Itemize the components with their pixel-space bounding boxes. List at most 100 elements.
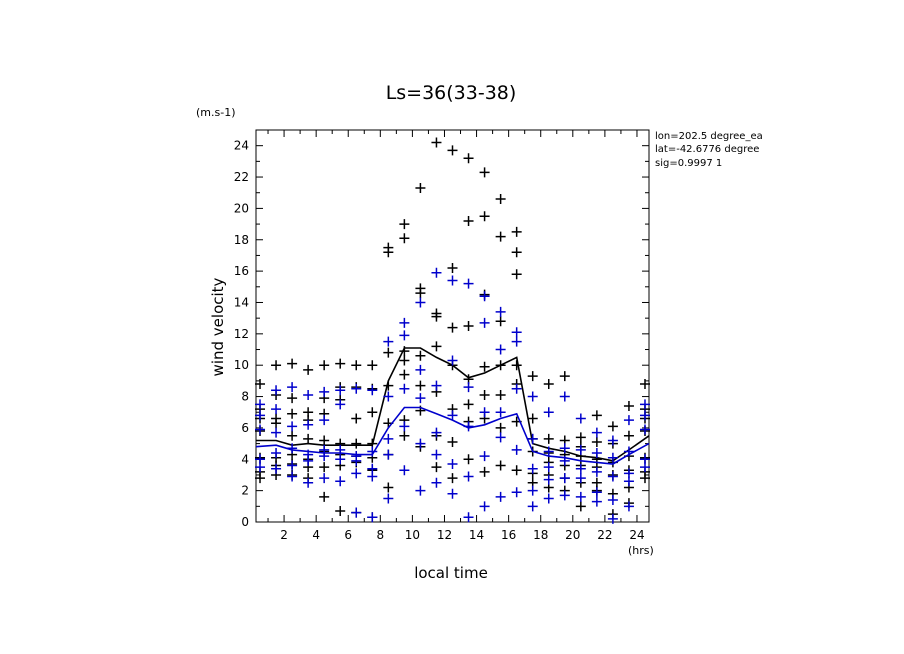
series-2-point (543, 493, 554, 504)
series-2-point (511, 336, 522, 347)
series-1-point (463, 399, 474, 410)
series-2-point (431, 380, 442, 391)
series-2-point (559, 391, 570, 402)
series-1-point (319, 462, 330, 473)
series-2-point (591, 427, 602, 438)
series-1-point (431, 462, 442, 473)
series-1-point (335, 506, 346, 517)
series-2-point (575, 491, 586, 502)
x-tick-label: 24 (629, 528, 644, 542)
series-2-point (463, 512, 474, 523)
series-1-point (447, 473, 458, 484)
series-1-point (415, 288, 426, 299)
series-1-point (639, 473, 650, 484)
y-tick-label: 20 (234, 201, 249, 215)
series-2-point (511, 444, 522, 455)
series-2-point (415, 364, 426, 375)
series-2-point (479, 451, 490, 462)
series-2-point (447, 410, 458, 421)
series-2-point (511, 487, 522, 498)
series-2-point (527, 463, 538, 474)
x-tick-label: 10 (405, 528, 420, 542)
series-2-point (335, 385, 346, 396)
series-2-point (575, 413, 586, 424)
series-2-point (447, 458, 458, 469)
series-2-point (607, 471, 618, 482)
y-tick-label: 4 (241, 452, 249, 466)
series-1-point (623, 430, 634, 441)
series-2-point (479, 501, 490, 512)
y-tick-label: 24 (234, 139, 249, 153)
series-1-point (399, 233, 410, 244)
series-1-point (495, 316, 506, 327)
series-2-point (303, 477, 314, 488)
series-1-point (383, 482, 394, 493)
x-tick-label: 18 (533, 528, 548, 542)
series-2-point (287, 421, 298, 432)
series-1-point (399, 430, 410, 441)
series-1-point (543, 379, 554, 390)
series-2-point (399, 421, 410, 432)
series-1-point (495, 389, 506, 400)
series-2-point (271, 427, 282, 438)
series-1-point (271, 360, 282, 371)
series-1-point (399, 346, 410, 357)
series-1-point (639, 379, 650, 390)
series-2-point (623, 415, 634, 426)
series-1-point (303, 364, 314, 375)
series-2-point (303, 389, 314, 400)
series-2-point (415, 438, 426, 449)
series-2-point (335, 444, 346, 455)
series-2-point (495, 491, 506, 502)
series-2-point (255, 462, 266, 473)
series-2-point (447, 355, 458, 366)
info-box: lon=202.5 degree_ea lat=-42.6776 degree … (655, 131, 763, 169)
series-2-point (335, 476, 346, 487)
info-line-sig: sig=0.9997 1 (655, 158, 722, 169)
series-2-point (559, 455, 570, 466)
series-1-point (351, 413, 362, 424)
series-1-point (447, 145, 458, 156)
series-2-point (607, 452, 618, 463)
series-2-point (639, 410, 650, 421)
series-2-point (463, 382, 474, 393)
series-1-point (527, 371, 538, 382)
series-2-point (271, 448, 282, 459)
y-tick-label: 18 (234, 233, 249, 247)
series-2-point (575, 463, 586, 474)
series-2-point (591, 487, 602, 498)
series-2-point (399, 330, 410, 341)
series-2-point (415, 393, 426, 404)
series-1-point (511, 247, 522, 258)
series-2-point (575, 473, 586, 484)
series-2-point (271, 385, 282, 396)
series-1-point (495, 231, 506, 242)
x-tick-label: 16 (501, 528, 516, 542)
series-2-point (623, 476, 634, 487)
series-1-point (479, 167, 490, 178)
series-2-point (287, 443, 298, 454)
series-2-point (591, 448, 602, 459)
series-2-point (255, 424, 266, 435)
series-2-point (447, 275, 458, 286)
x-tick-label: 8 (376, 528, 384, 542)
series-2-point (623, 501, 634, 512)
series-2-point (543, 462, 554, 473)
series-2-point (431, 267, 442, 278)
series-1-point (511, 269, 522, 280)
series-2-point (639, 399, 650, 410)
series-2-point (383, 433, 394, 444)
series-1-point (575, 501, 586, 512)
series-1-point (527, 413, 538, 424)
series-2-point (367, 512, 378, 523)
series-1-point (463, 454, 474, 465)
series-2-point (319, 451, 330, 462)
x-tick-label: 14 (469, 528, 484, 542)
series-1-point (447, 262, 458, 273)
series-1-point (287, 408, 298, 419)
series-2-point (511, 327, 522, 338)
series-1-point (287, 358, 298, 369)
series-1-point (399, 219, 410, 230)
series-1-point (431, 341, 442, 352)
